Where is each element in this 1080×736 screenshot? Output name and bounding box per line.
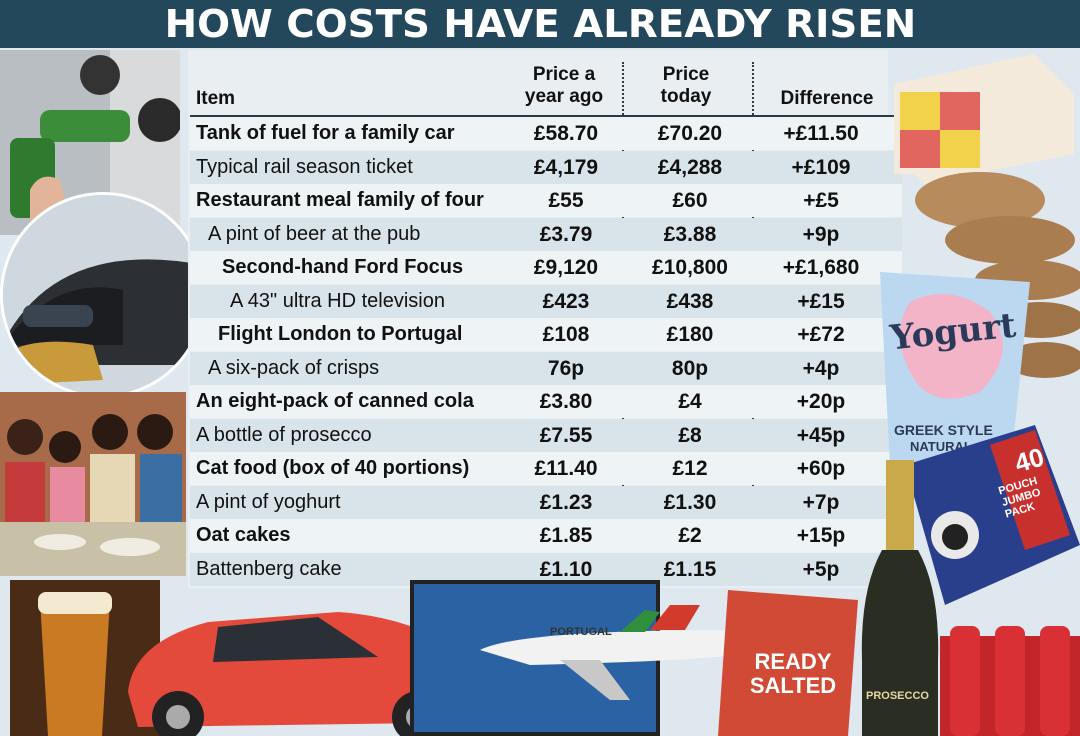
row-price-today: £3.88 — [663, 222, 717, 246]
prosecco-photo: PROSECCO — [860, 460, 940, 736]
row-price-year-ago: £1.85 — [539, 524, 593, 547]
row-difference: +£72 — [797, 323, 845, 346]
table-row: Second-hand Ford Focus £9,120 £10,800 +£1,6… — [190, 251, 902, 284]
table-row: Cat food (box of 40 portions) £11.40 £12 +6… — [190, 452, 902, 485]
table-row: A pint of beer at the pub £3.79 £3.88 +9p — [190, 217, 902, 251]
row-item-label: Cat food (box of 40 portions) — [196, 457, 470, 479]
row-item-label: A pint of beer at the pub — [208, 222, 421, 245]
row-price-today: £2 — [678, 524, 702, 547]
battenberg-photo — [884, 44, 1080, 184]
row-price-year-ago: £9,120 — [533, 256, 599, 279]
header-difference: Difference — [780, 88, 874, 109]
row-difference: +£5 — [803, 189, 839, 212]
row-price-year-ago: £4,179 — [533, 155, 599, 179]
plane-label: PORTUGAL — [550, 626, 612, 638]
row-price-today: £438 — [666, 289, 714, 313]
row-item-label: Restaurant meal family of four — [196, 189, 484, 211]
yogurt-photo: Yogurt GREEK STYLE NATURAL — [870, 262, 1040, 472]
row-item-label: Flight London to Portugal — [218, 323, 463, 345]
page-title: HOW COSTS HAVE ALREADY RISEN — [164, 2, 916, 46]
cola-photo — [940, 616, 1080, 736]
row-difference: +£11.50 — [783, 122, 859, 145]
header-year-ago: Price a year ago — [524, 64, 604, 107]
yogurt-subtitle: GREEK STYLE — [894, 422, 993, 438]
row-price-today: £4 — [678, 390, 702, 413]
fuel-pump-icon — [0, 50, 180, 235]
row-price-year-ago: £1.10 — [539, 557, 593, 581]
row-difference: +4p — [802, 356, 840, 380]
row-difference: +60p — [796, 457, 846, 480]
row-price-today: 80p — [671, 356, 709, 380]
row-price-year-ago: £55 — [548, 189, 584, 212]
table-row: A pint of yoghurt £1.23 £1.30 +7p — [190, 485, 902, 519]
row-price-year-ago: £3.80 — [539, 390, 593, 413]
row-price-today: £1.15 — [663, 557, 717, 581]
row-price-year-ago: 76p — [547, 356, 585, 380]
row-item-label: A pint of yoghurt — [196, 490, 341, 513]
row-item-label: A six-pack of crisps — [208, 356, 380, 379]
header-today: Price today — [660, 64, 712, 107]
fuel-pump-photo — [0, 50, 180, 235]
table-row: An eight-pack of canned cola £3.80 £4 +20p — [190, 385, 902, 418]
row-price-year-ago: £7.55 — [539, 423, 593, 447]
table-row: Flight London to Portugal £108 £180 +£72 — [190, 318, 902, 351]
table-row: A bottle of prosecco £7.55 £8 +45p — [190, 418, 902, 452]
crisps-label: READY SALTED — [749, 649, 837, 698]
row-price-today: £8 — [678, 423, 702, 447]
row-difference: +20p — [796, 390, 846, 413]
row-price-today: £1.30 — [663, 490, 717, 514]
row-difference: +15p — [796, 524, 846, 547]
table-row: Restaurant meal family of four £55 £60 +£5 — [190, 184, 902, 217]
row-price-today: £70.20 — [657, 122, 723, 145]
row-price-year-ago: £3.79 — [539, 222, 593, 246]
title-bar: HOW COSTS HAVE ALREADY RISEN — [0, 0, 1080, 48]
row-price-year-ago: £58.70 — [533, 122, 599, 145]
row-item-label: A bottle of prosecco — [196, 423, 372, 446]
family-photo — [0, 392, 186, 576]
row-price-today: £10,800 — [652, 256, 728, 279]
row-difference: +7p — [802, 490, 840, 514]
row-price-year-ago: £11.40 — [534, 457, 598, 480]
table-row: Tank of fuel for a family car £58.70 £70.2… — [190, 117, 902, 150]
row-difference: +5p — [802, 557, 840, 581]
row-price-today: £12 — [672, 457, 708, 480]
row-item-label: Tank of fuel for a family car — [196, 122, 455, 144]
table-row: Oat cakes £1.85 £2 +15p — [190, 519, 902, 552]
crisps-photo: READY SALTED — [718, 590, 868, 736]
row-difference: +£1,680 — [782, 256, 860, 279]
row-item-label: Oat cakes — [196, 524, 291, 546]
row-item-label: Typical rail season ticket — [196, 155, 413, 178]
row-price-today: £60 — [672, 189, 708, 212]
row-item-label: A 43" ultra HD television — [230, 289, 445, 312]
table-row: A 43" ultra HD television £423 £438 +£15 — [190, 284, 902, 318]
row-price-year-ago: £1.23 — [539, 490, 593, 514]
prosecco-label: PROSECCO — [866, 690, 929, 702]
row-difference: +45p — [796, 423, 846, 447]
header-rule — [190, 115, 900, 117]
plane-photo: PORTUGAL — [470, 600, 770, 710]
train-photo — [0, 192, 206, 398]
row-price-year-ago: £108 — [542, 323, 590, 346]
catfood-photo: 40 POUCH JUMBO PACK — [905, 425, 1080, 605]
row-price-today: £4,288 — [657, 155, 723, 179]
row-item-label: An eight-pack of canned cola — [196, 390, 474, 412]
row-difference: +9p — [802, 222, 840, 246]
row-difference: +£109 — [791, 155, 851, 179]
row-price-year-ago: £423 — [542, 289, 590, 313]
table-row: Typical rail season ticket £4,179 £4,288 +£… — [190, 150, 902, 184]
table-row: A six-pack of crisps 76p 80p +4p — [190, 351, 902, 385]
row-difference: +£15 — [797, 289, 845, 313]
row-item-label: Second-hand Ford Focus — [222, 256, 464, 278]
row-price-today: £180 — [666, 323, 714, 346]
row-item-label: Battenberg cake — [196, 557, 342, 580]
header-item: Item — [196, 88, 236, 109]
